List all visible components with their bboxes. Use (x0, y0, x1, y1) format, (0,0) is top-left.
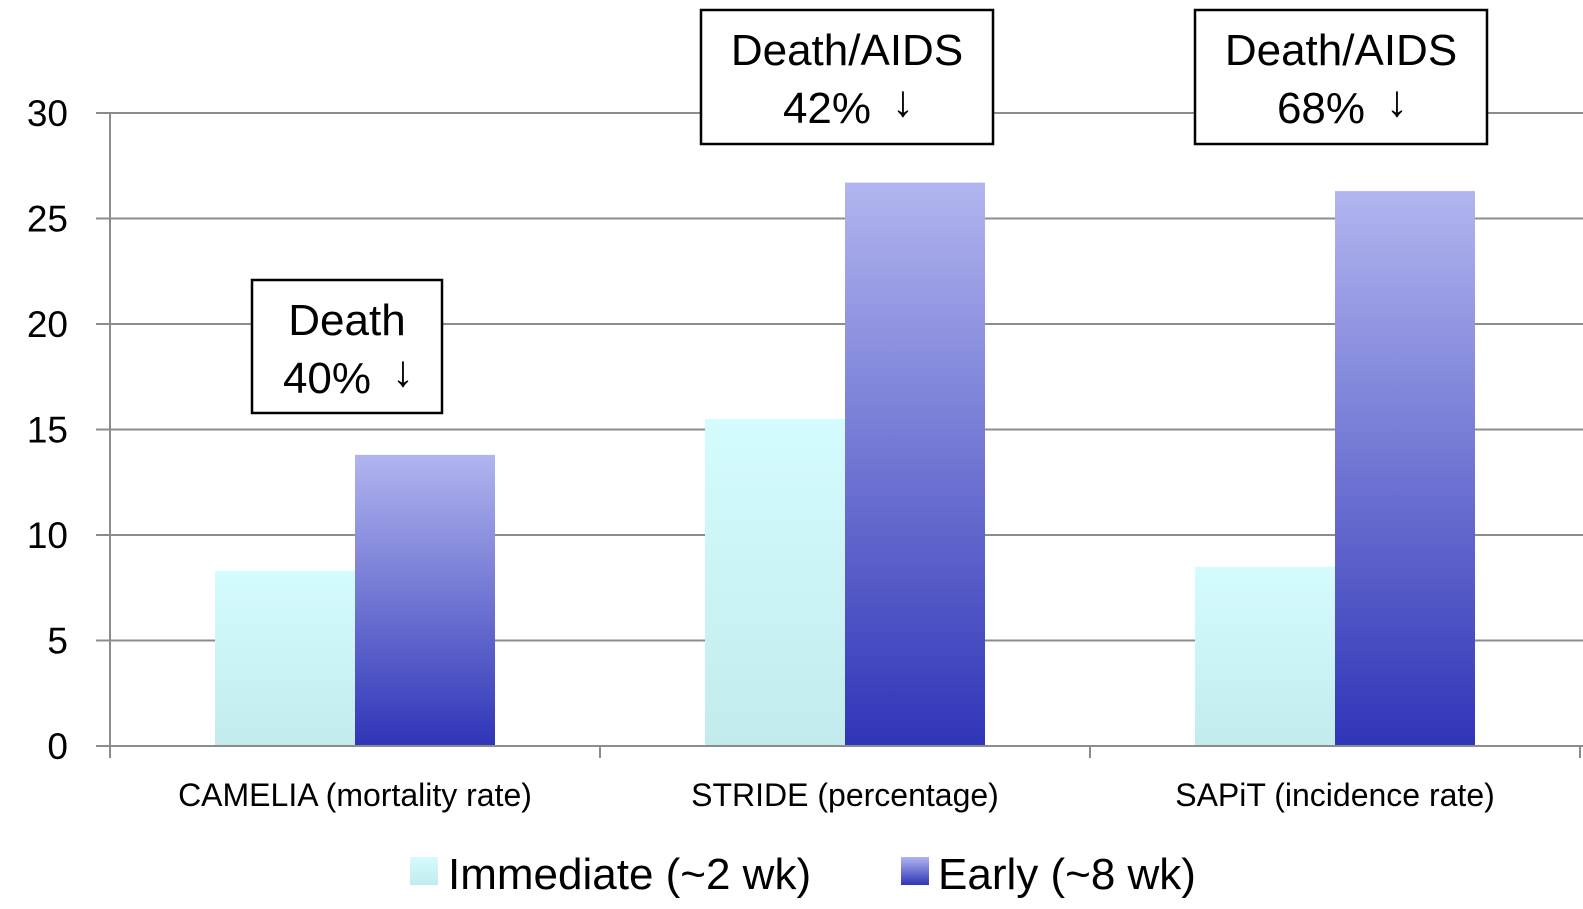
annotation-title: Death/AIDS (1225, 26, 1457, 75)
annotation-title: Death (288, 296, 405, 345)
y-tick-label: 10 (27, 515, 68, 556)
annotation-value: 42% (783, 84, 871, 133)
legend-label: Immediate (~2 wk) (448, 850, 811, 899)
annotation-box: Death/AIDS 42% ↓ (699, 8, 995, 146)
annotation-border (1193, 8, 1489, 146)
annotation-border (699, 8, 995, 146)
legend-item-immediate: Immediate (~2 wk) (410, 850, 811, 899)
y-tick-label: 5 (47, 621, 68, 662)
y-tick-label: 15 (27, 410, 68, 451)
legend-label: Early (~8 wk) (938, 850, 1196, 899)
legend-swatch (901, 857, 929, 885)
legend-swatch (410, 857, 438, 885)
x-category-label: STRIDE (percentage) (691, 777, 999, 813)
annotation-value: 68% (1277, 84, 1365, 133)
annotation-border (250, 278, 444, 415)
annotation-title: Death/AIDS (731, 26, 963, 75)
annotation-box: Death/AIDS 68% ↓ (1193, 8, 1489, 146)
bar-immediate-1 (215, 570, 355, 746)
axes: 0 5 10 15 20 25 30 CAMELIA (mortality rate) STRI… (27, 93, 1583, 813)
y-tick-label: 0 (47, 726, 68, 767)
down-arrow-icon: ↓ (392, 347, 414, 396)
legend: Immediate (~2 wk) Early (~8 wk) (410, 850, 1196, 899)
down-arrow-icon: ↓ (1386, 77, 1408, 126)
y-tick-label: 30 (27, 93, 68, 134)
x-category-label: CAMELIA (mortality rate) (178, 777, 532, 813)
bar-immediate-3 (1195, 566, 1335, 746)
y-tick-label: 25 (27, 199, 68, 240)
bars (215, 182, 1475, 746)
bar-early-3 (1335, 191, 1475, 746)
bar-early-1 (355, 454, 495, 746)
y-tick-label: 20 (27, 304, 68, 345)
annotation-box: Death 40% ↓ (250, 278, 444, 415)
bar-early-2 (845, 182, 985, 746)
annotation-value: 40% (283, 354, 371, 403)
down-arrow-icon: ↓ (892, 77, 914, 126)
bar-immediate-2 (705, 418, 845, 746)
legend-item-early: Early (~8 wk) (901, 850, 1196, 899)
x-category-label: SAPiT (incidence rate) (1175, 777, 1495, 813)
